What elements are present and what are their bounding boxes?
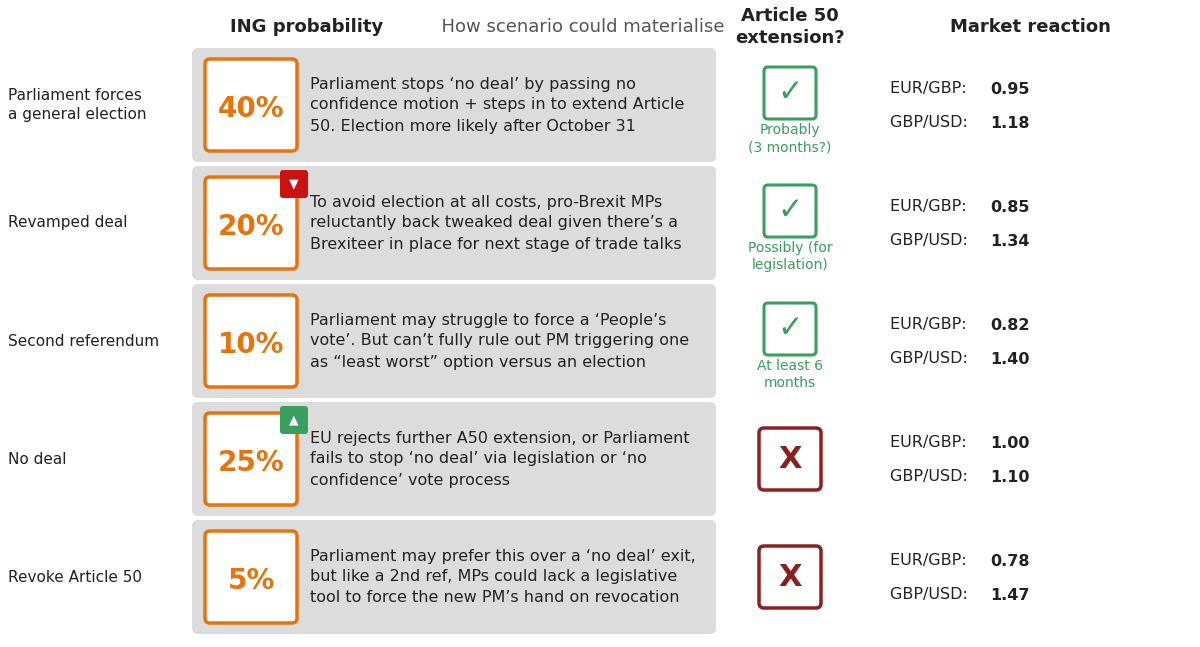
Text: 1.18: 1.18 xyxy=(990,116,1030,131)
FancyBboxPatch shape xyxy=(764,185,816,237)
Text: 1.00: 1.00 xyxy=(990,435,1030,450)
FancyBboxPatch shape xyxy=(764,303,816,355)
Text: ▼: ▼ xyxy=(289,177,299,190)
Text: X: X xyxy=(779,444,802,474)
Text: Parliament stops ‘no deal’ by passing no
confidence motion + steps in to extend : Parliament stops ‘no deal’ by passing no… xyxy=(310,76,684,133)
Text: 40%: 40% xyxy=(217,95,284,123)
Text: ING probability: ING probability xyxy=(230,18,384,36)
Text: 20%: 20% xyxy=(217,213,284,241)
FancyBboxPatch shape xyxy=(280,170,308,198)
Text: 0.78: 0.78 xyxy=(990,553,1030,569)
Text: GBP/USD:: GBP/USD: xyxy=(890,587,973,602)
Text: GBP/USD:: GBP/USD: xyxy=(890,234,973,248)
Text: X: X xyxy=(779,562,802,591)
Text: 1.34: 1.34 xyxy=(990,234,1030,248)
Text: ✓: ✓ xyxy=(778,197,803,226)
Text: Revamped deal: Revamped deal xyxy=(8,215,127,230)
Text: Probably
(3 months?): Probably (3 months?) xyxy=(749,123,832,154)
Text: At least 6
months: At least 6 months xyxy=(757,359,823,390)
Text: EUR/GBP:: EUR/GBP: xyxy=(890,318,972,333)
Text: GBP/USD:: GBP/USD: xyxy=(890,351,973,366)
FancyBboxPatch shape xyxy=(192,48,716,162)
FancyBboxPatch shape xyxy=(205,177,298,269)
Text: No deal: No deal xyxy=(8,452,66,466)
Text: Possibly (for
legislation): Possibly (for legislation) xyxy=(748,241,833,272)
Text: ✓: ✓ xyxy=(778,314,803,344)
Text: Revoke Article 50: Revoke Article 50 xyxy=(8,569,142,584)
FancyBboxPatch shape xyxy=(192,284,716,398)
FancyBboxPatch shape xyxy=(192,520,716,634)
Text: How scenario could materialise: How scenario could materialise xyxy=(430,18,725,36)
Text: Parliament forces
a general election: Parliament forces a general election xyxy=(8,87,146,122)
FancyBboxPatch shape xyxy=(192,166,716,280)
Text: To avoid election at all costs, pro-Brexit MPs
reluctantly back tweaked deal giv: To avoid election at all costs, pro-Brex… xyxy=(310,195,682,252)
FancyBboxPatch shape xyxy=(280,406,308,434)
Text: ▲: ▲ xyxy=(289,413,299,426)
Text: GBP/USD:: GBP/USD: xyxy=(890,116,973,131)
Text: Article 50
extension?: Article 50 extension? xyxy=(736,7,845,47)
Text: 0.95: 0.95 xyxy=(990,82,1030,96)
Text: EU rejects further A50 extension, or Parliament
fails to stop ‘no deal’ via legi: EU rejects further A50 extension, or Par… xyxy=(310,430,690,487)
Text: EUR/GBP:: EUR/GBP: xyxy=(890,553,972,569)
Text: Market reaction: Market reaction xyxy=(949,18,1110,36)
FancyBboxPatch shape xyxy=(192,402,716,516)
FancyBboxPatch shape xyxy=(205,413,298,505)
Text: 0.85: 0.85 xyxy=(990,199,1030,215)
FancyBboxPatch shape xyxy=(760,546,821,608)
Text: 1.47: 1.47 xyxy=(990,587,1030,602)
Text: 1.40: 1.40 xyxy=(990,351,1030,366)
Text: EUR/GBP:: EUR/GBP: xyxy=(890,82,972,96)
Text: EUR/GBP:: EUR/GBP: xyxy=(890,435,972,450)
Text: 0.82: 0.82 xyxy=(990,318,1030,333)
FancyBboxPatch shape xyxy=(205,531,298,623)
Text: 10%: 10% xyxy=(218,331,284,359)
Text: 1.10: 1.10 xyxy=(990,470,1030,485)
Text: Parliament may prefer this over a ‘no deal’ exit,
but like a 2nd ref, MPs could : Parliament may prefer this over a ‘no de… xyxy=(310,549,696,606)
FancyBboxPatch shape xyxy=(205,59,298,151)
Text: 25%: 25% xyxy=(217,449,284,477)
FancyBboxPatch shape xyxy=(205,295,298,387)
FancyBboxPatch shape xyxy=(764,67,816,119)
Text: Second referendum: Second referendum xyxy=(8,333,160,349)
FancyBboxPatch shape xyxy=(760,428,821,490)
Text: GBP/USD:: GBP/USD: xyxy=(890,470,973,485)
Text: ✓: ✓ xyxy=(778,78,803,107)
Text: EUR/GBP:: EUR/GBP: xyxy=(890,199,972,215)
Text: 5%: 5% xyxy=(227,567,275,595)
Text: Parliament may struggle to force a ‘People’s
vote’. But can’t fully rule out PM : Parliament may struggle to force a ‘Peop… xyxy=(310,313,689,369)
